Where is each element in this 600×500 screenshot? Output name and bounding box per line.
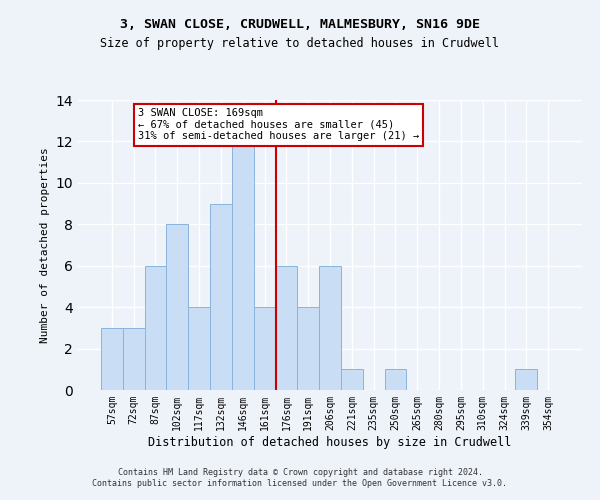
Text: Size of property relative to detached houses in Crudwell: Size of property relative to detached ho… (101, 38, 499, 51)
Y-axis label: Number of detached properties: Number of detached properties (40, 147, 50, 343)
Bar (319, 266, 341, 390)
Text: Contains HM Land Registry data © Crown copyright and database right 2024.
Contai: Contains HM Land Registry data © Crown c… (92, 468, 508, 487)
Bar (145, 266, 166, 390)
Bar (254, 307, 275, 390)
Bar (210, 204, 232, 390)
Bar (166, 224, 188, 390)
Bar (232, 142, 254, 390)
Bar (297, 307, 319, 390)
Bar (188, 307, 210, 390)
X-axis label: Distribution of detached houses by size in Crudwell: Distribution of detached houses by size … (148, 436, 512, 448)
Text: 3, SWAN CLOSE, CRUDWELL, MALMESBURY, SN16 9DE: 3, SWAN CLOSE, CRUDWELL, MALMESBURY, SN1… (120, 18, 480, 30)
Text: 3 SWAN CLOSE: 169sqm
← 67% of detached houses are smaller (45)
31% of semi-detac: 3 SWAN CLOSE: 169sqm ← 67% of detached h… (138, 108, 419, 142)
Bar (341, 370, 363, 390)
Bar (101, 328, 123, 390)
Bar (515, 370, 537, 390)
Bar (275, 266, 297, 390)
Bar (123, 328, 145, 390)
Bar (385, 370, 406, 390)
